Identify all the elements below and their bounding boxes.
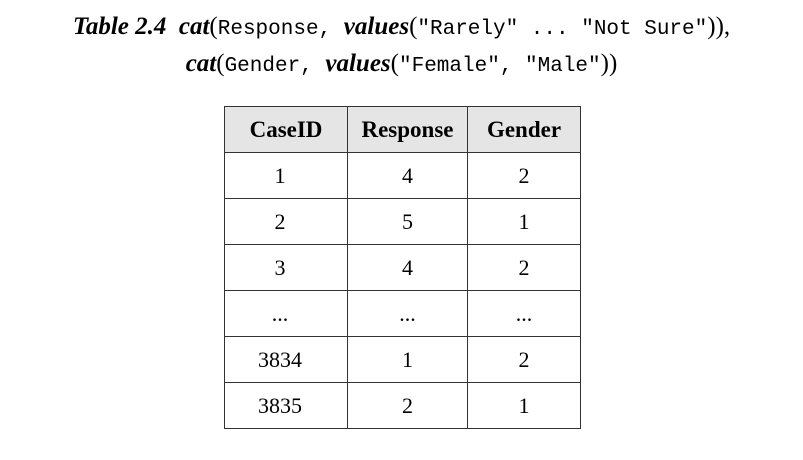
caption-text-run: Table 2.4 bbox=[72, 13, 167, 40]
table-cell: ... bbox=[347, 290, 468, 337]
caption-line-2: cat(Gender, values("Female", "Male")) bbox=[0, 47, 803, 84]
caption-text-run: )), bbox=[707, 13, 731, 40]
table-cell: 2 bbox=[467, 244, 581, 291]
caption-text-run: values bbox=[343, 13, 410, 40]
table-row: ......... bbox=[224, 290, 581, 337]
table-cell: 1 bbox=[347, 336, 468, 383]
caption-text-run: cat bbox=[185, 50, 217, 77]
caption-text-run: ( bbox=[409, 13, 418, 40]
caption-text-run: Gender, bbox=[224, 55, 326, 78]
caption-text-run: ( bbox=[209, 13, 218, 40]
table-cell: 1 bbox=[467, 198, 581, 245]
table-cell: 3835 bbox=[224, 382, 348, 429]
table-cell: 3 bbox=[224, 244, 348, 291]
caption-text-run: "Female", "Male" bbox=[399, 55, 601, 78]
caption-line-1: Table 2.4 cat(Response, values("Rarely" … bbox=[0, 10, 803, 47]
table-body: 1 4 2 2 5 1 3 4 2......... 3834 1 2 3835 2 1 bbox=[224, 152, 581, 429]
table-caption: Table 2.4 cat(Response, values("Rarely" … bbox=[0, 10, 803, 84]
caption-text-run: cat bbox=[178, 13, 210, 40]
caption-text-run: values bbox=[325, 50, 391, 77]
table-cell: 4 bbox=[347, 152, 468, 199]
caption-text-run: ( bbox=[216, 50, 225, 77]
caption-text-run bbox=[166, 13, 179, 40]
table-row: 3835 2 1 bbox=[224, 382, 581, 429]
column-header-gender: Gender bbox=[467, 106, 581, 153]
table-cell: ... bbox=[467, 290, 581, 337]
table-cell: ... bbox=[224, 290, 348, 337]
table-cell: 5 bbox=[347, 198, 468, 245]
table-cell: 2 bbox=[224, 198, 348, 245]
table-cell: 1 bbox=[467, 382, 581, 429]
table-cell: 2 bbox=[467, 152, 581, 199]
table-cell: 2 bbox=[467, 336, 581, 383]
column-header-caseid: CaseID bbox=[224, 106, 348, 153]
table-row: 3834 1 2 bbox=[224, 336, 581, 383]
caption-text-run: Response, bbox=[217, 18, 344, 41]
table-cell: 4 bbox=[347, 244, 468, 291]
caption-text-run: ( bbox=[390, 50, 399, 77]
caption-text-run: "Rarely" ... "Not Sure" bbox=[417, 18, 708, 41]
table-cell: 2 bbox=[347, 382, 468, 429]
column-header-response: Response bbox=[347, 106, 468, 153]
table-cell: 1 bbox=[224, 152, 348, 199]
table-cell: 3834 bbox=[224, 336, 348, 383]
header-row: CaseID Response Gender bbox=[224, 106, 581, 153]
caption-text-run: )) bbox=[600, 50, 618, 77]
data-table: CaseID Response Gender 1 4 2 2 5 1 3 4 2........… bbox=[224, 106, 581, 429]
